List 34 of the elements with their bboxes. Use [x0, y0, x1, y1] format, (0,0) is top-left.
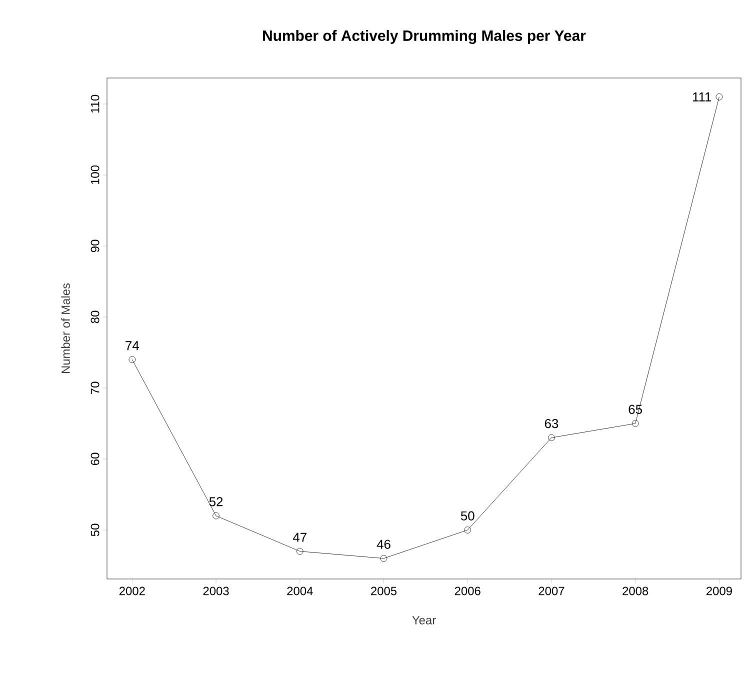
- data-label: 111: [692, 92, 712, 102]
- point: [380, 554, 388, 562]
- x-tick-label: 2005: [371, 586, 397, 596]
- point: [464, 526, 472, 534]
- data-label: 52: [209, 497, 223, 506]
- data-label: 47: [292, 532, 306, 542]
- point: [128, 356, 136, 363]
- point: [548, 434, 555, 442]
- data-label: 65: [628, 404, 642, 414]
- data-label: 50: [460, 511, 474, 520]
- y-tick-label: 110: [90, 94, 100, 113]
- x-tick-label: 2004: [287, 586, 313, 596]
- x-tick-label: 2008: [622, 586, 648, 596]
- x-tick-label: 2009: [706, 586, 732, 596]
- y-axis-title: Number of Males: [61, 283, 70, 374]
- x-tick-label: 2006: [454, 586, 480, 596]
- data-label: 46: [376, 540, 390, 549]
- point: [632, 420, 639, 427]
- y-tick-label: 100: [90, 165, 100, 184]
- x-axis-title: Year: [412, 616, 436, 624]
- y-tick-label: 90: [90, 240, 100, 252]
- point: [296, 548, 304, 555]
- y-tick-label: 80: [90, 310, 100, 324]
- y-tick-label: 60: [90, 452, 100, 466]
- data-label: 74: [126, 341, 139, 350]
- x-tick-label: 2003: [203, 586, 229, 596]
- x-tick-label: 2002: [119, 586, 145, 596]
- y-tick-label: 70: [90, 382, 100, 394]
- x-tick-label: 2007: [538, 586, 564, 596]
- chart-title: Number of Actively Drumming Males per Year: [263, 30, 586, 44]
- point: [716, 93, 723, 100]
- point: [212, 512, 220, 520]
- y-tick-label: 50: [90, 524, 100, 536]
- data-label: 63: [544, 418, 558, 428]
